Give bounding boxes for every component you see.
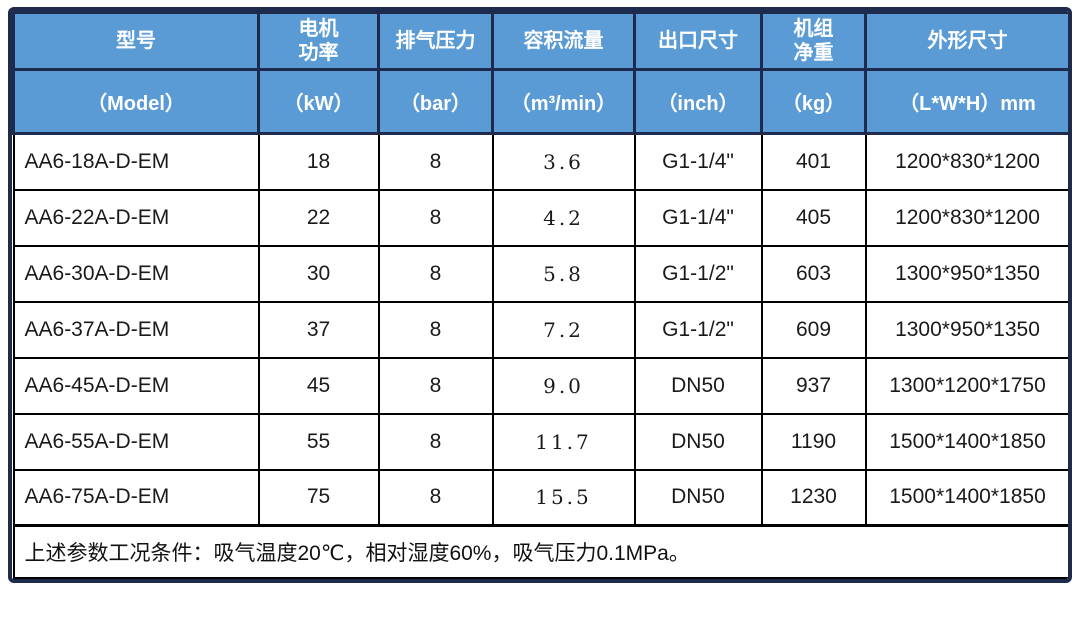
cell-flow: 4.2 bbox=[491, 188, 636, 247]
spec-table-frame: 型号 电机 功率 排气压力 容积流量 出口尺寸 机组 净重 外形尺寸 （Mode… bbox=[8, 7, 1072, 583]
cell-dimensions: 1200*830*1200 bbox=[864, 188, 1068, 247]
cell-dimensions: 1500*1400*1850 bbox=[864, 412, 1068, 471]
cell-net-weight: 937 bbox=[760, 356, 867, 415]
cell-outlet-size: DN50 bbox=[633, 412, 763, 471]
cell-dimensions: 1500*1400*1850 bbox=[864, 468, 1068, 527]
cell-outlet-size: G1-1/2" bbox=[633, 244, 763, 303]
table-footer: 上述参数工况条件：吸气温度20℃，相对湿度60%，吸气压力0.1MPa。 bbox=[12, 524, 1068, 579]
cell-flow: 9.0 bbox=[491, 356, 636, 415]
cell-flow: 15.5 bbox=[491, 468, 636, 527]
col-header-model-zh: 型号 bbox=[12, 11, 260, 71]
col-header-dimensions-unit: （L*W*H）mm bbox=[864, 68, 1068, 135]
footnote-row: 上述参数工况条件：吸气温度20℃，相对湿度60%，吸气压力0.1MPa。 bbox=[12, 524, 1068, 579]
table-body: AA6-18A-D-EM 18 8 3.6 G1-1/4" 401 1200*830*120… bbox=[12, 132, 1068, 527]
cell-net-weight: 609 bbox=[760, 300, 867, 359]
cell-net-weight: 1230 bbox=[760, 468, 867, 527]
header-row-units: （Model） （kW） （bar） （m³/min） （inch） （kg） … bbox=[12, 68, 1068, 135]
cell-motor-power: 45 bbox=[257, 356, 380, 415]
col-header-weight-zh: 机组 净重 bbox=[760, 11, 867, 71]
cell-dimensions: 1200*830*1200 bbox=[864, 132, 1068, 191]
cell-model: AA6-55A-D-EM bbox=[12, 412, 260, 471]
cell-motor-power: 18 bbox=[257, 132, 380, 191]
cell-pressure: 8 bbox=[377, 188, 494, 247]
col-header-outlet-zh: 出口尺寸 bbox=[633, 11, 763, 71]
cell-flow: 5.8 bbox=[491, 244, 636, 303]
cell-flow: 3.6 bbox=[491, 132, 636, 191]
cell-model: AA6-18A-D-EM bbox=[12, 132, 260, 191]
cell-pressure: 8 bbox=[377, 468, 494, 527]
cell-flow: 7.2 bbox=[491, 300, 636, 359]
cell-motor-power: 55 bbox=[257, 412, 380, 471]
cell-outlet-size: DN50 bbox=[633, 468, 763, 527]
cell-motor-power: 75 bbox=[257, 468, 380, 527]
cell-dimensions: 1300*950*1350 bbox=[864, 300, 1068, 359]
table-row: AA6-18A-D-EM 18 8 3.6 G1-1/4" 401 1200*830*120… bbox=[12, 132, 1068, 191]
cell-outlet-size: DN50 bbox=[633, 356, 763, 415]
cell-pressure: 8 bbox=[377, 132, 494, 191]
cell-pressure: 8 bbox=[377, 356, 494, 415]
cell-model: AA6-75A-D-EM bbox=[12, 468, 260, 527]
cell-net-weight: 603 bbox=[760, 244, 867, 303]
cell-net-weight: 405 bbox=[760, 188, 867, 247]
cell-pressure: 8 bbox=[377, 244, 494, 303]
header-row-zh: 型号 电机 功率 排气压力 容积流量 出口尺寸 机组 净重 外形尺寸 bbox=[12, 11, 1068, 71]
cell-outlet-size: G1-1/4" bbox=[633, 132, 763, 191]
col-header-outlet-unit: （inch） bbox=[633, 68, 763, 135]
cell-outlet-size: G1-1/4" bbox=[633, 188, 763, 247]
cell-motor-power: 37 bbox=[257, 300, 380, 359]
table-row: AA6-45A-D-EM 45 8 9.0 DN50 937 1300*1200*1750 bbox=[12, 356, 1068, 415]
table-row: AA6-37A-D-EM 37 8 7.2 G1-1/2" 609 1300*950*135… bbox=[12, 300, 1068, 359]
col-header-power-unit: （kW） bbox=[257, 68, 380, 135]
cell-motor-power: 30 bbox=[257, 244, 380, 303]
footnote-text: 上述参数工况条件：吸气温度20℃，相对湿度60%，吸气压力0.1MPa。 bbox=[12, 524, 1068, 579]
spec-table: 型号 电机 功率 排气压力 容积流量 出口尺寸 机组 净重 外形尺寸 （Mode… bbox=[12, 11, 1068, 579]
cell-flow: 11.7 bbox=[491, 412, 636, 471]
col-header-dimensions-zh: 外形尺寸 bbox=[864, 11, 1068, 71]
col-header-flow-unit: （m³/min） bbox=[491, 68, 636, 135]
cell-motor-power: 22 bbox=[257, 188, 380, 247]
col-header-pressure-unit: （bar） bbox=[377, 68, 494, 135]
cell-model: AA6-22A-D-EM bbox=[12, 188, 260, 247]
cell-pressure: 8 bbox=[377, 300, 494, 359]
col-header-model-unit: （Model） bbox=[12, 68, 260, 135]
cell-outlet-size: G1-1/2" bbox=[633, 300, 763, 359]
table-row: AA6-30A-D-EM 30 8 5.8 G1-1/2" 603 1300*950*135… bbox=[12, 244, 1068, 303]
col-header-flow-zh: 容积流量 bbox=[491, 11, 636, 71]
cell-pressure: 8 bbox=[377, 412, 494, 471]
table-header: 型号 电机 功率 排气压力 容积流量 出口尺寸 机组 净重 外形尺寸 （Mode… bbox=[12, 11, 1068, 135]
table-row: AA6-22A-D-EM 22 8 4.2 G1-1/4" 405 1200*830*120… bbox=[12, 188, 1068, 247]
cell-dimensions: 1300*950*1350 bbox=[864, 244, 1068, 303]
cell-model: AA6-37A-D-EM bbox=[12, 300, 260, 359]
table-row: AA6-75A-D-EM 75 8 15.5 DN50 1230 1500*1400*185… bbox=[12, 468, 1068, 527]
table-row: AA6-55A-D-EM 55 8 11.7 DN50 1190 1500*1400*185… bbox=[12, 412, 1068, 471]
cell-model: AA6-45A-D-EM bbox=[12, 356, 260, 415]
col-header-pressure-zh: 排气压力 bbox=[377, 11, 494, 71]
col-header-weight-unit: （kg） bbox=[760, 68, 867, 135]
col-header-power-zh: 电机 功率 bbox=[257, 11, 380, 71]
cell-model: AA6-30A-D-EM bbox=[12, 244, 260, 303]
cell-dimensions: 1300*1200*1750 bbox=[864, 356, 1068, 415]
cell-net-weight: 401 bbox=[760, 132, 867, 191]
cell-net-weight: 1190 bbox=[760, 412, 867, 471]
